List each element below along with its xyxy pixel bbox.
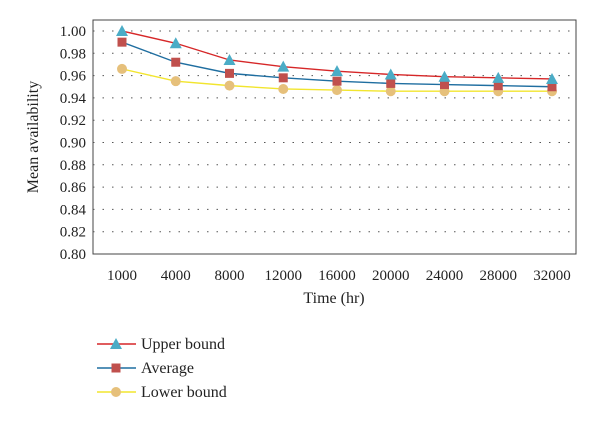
x-tick-label: 4000	[161, 268, 191, 284]
x-tick-label: 28000	[480, 268, 518, 284]
data-point-lower-bound	[170, 76, 181, 87]
data-point-average	[440, 80, 449, 90]
legend-label: Average	[141, 360, 194, 377]
data-point-average	[386, 78, 396, 88]
y-tick-label: 0.88	[60, 158, 86, 174]
x-tick-label: 20000	[372, 268, 410, 284]
series-upper-bound	[116, 25, 558, 84]
legend-item-average: Average	[97, 360, 194, 377]
data-point-upper-bound	[546, 72, 558, 84]
data-point-average	[332, 76, 342, 86]
x-tick-label: 8000	[215, 268, 245, 284]
data-point-upper-bound	[277, 60, 290, 72]
legend: Upper bound Average Lower bound	[97, 336, 227, 401]
x-tick-label: 32000	[533, 268, 571, 284]
legend-label: Upper bound	[141, 336, 225, 353]
data-point-average	[493, 81, 503, 91]
data-point-average	[171, 57, 181, 67]
y-tick-label: 0.84	[60, 202, 87, 218]
data-point-lower-bound	[385, 86, 396, 97]
data-point-average	[117, 37, 127, 47]
x-tick-label: 1000	[107, 268, 137, 284]
x-axis-title: Time (hr)	[303, 290, 364, 307]
y-tick-label: 0.98	[60, 46, 86, 62]
data-point-average	[225, 68, 234, 78]
x-tick-label: 24000	[426, 268, 464, 284]
data-point-upper-bound	[331, 65, 343, 77]
y-tick-label: 1.00	[60, 24, 86, 40]
data-point-upper-bound	[438, 70, 451, 82]
data-point-upper-bound	[116, 25, 128, 36]
y-tick-label: 0.92	[60, 113, 86, 129]
data-point-upper-bound	[492, 71, 505, 83]
x-tick-labels: 1000 4000 8000 12000 16000 20000 24000 28000 320…	[107, 268, 571, 284]
legend-swatch-marker	[110, 338, 122, 349]
data-point-upper-bound	[384, 68, 397, 80]
plot-area	[92, 19, 577, 255]
y-tick-label: 0.82	[60, 225, 86, 241]
data-point-average	[278, 73, 288, 83]
legend-item-lower-bound: Lower bound	[97, 384, 227, 401]
data-point-upper-bound	[223, 53, 236, 65]
y-tick-label: 0.90	[60, 136, 86, 152]
y-tick-labels: 0.80 0.82 0.84 0.86 0.88 0.90 0.92 0.94 0.96 0.98…	[60, 24, 87, 263]
y-axis-title: Mean availability	[25, 81, 42, 193]
data-point-lower-bound	[117, 63, 127, 74]
y-tick-label: 0.96	[60, 69, 87, 85]
x-tick-label: 12000	[265, 268, 303, 284]
series-layer	[116, 25, 558, 97]
y-tick-label: 0.94	[60, 91, 87, 107]
data-point-lower-bound	[224, 80, 235, 91]
series-average	[117, 37, 557, 92]
data-point-average	[547, 82, 557, 92]
legend-swatch-marker	[111, 387, 121, 397]
x-tick-label: 16000	[318, 268, 356, 284]
y-tick-label: 0.86	[60, 180, 87, 196]
legend-label: Lower bound	[141, 384, 227, 401]
legend-swatch-marker	[111, 363, 121, 373]
y-tick-label: 0.80	[60, 247, 86, 263]
data-point-upper-bound	[169, 37, 182, 49]
data-point-lower-bound	[278, 83, 289, 94]
data-point-lower-bound	[332, 85, 342, 96]
legend-item-upper-bound: Upper bound	[97, 336, 225, 353]
